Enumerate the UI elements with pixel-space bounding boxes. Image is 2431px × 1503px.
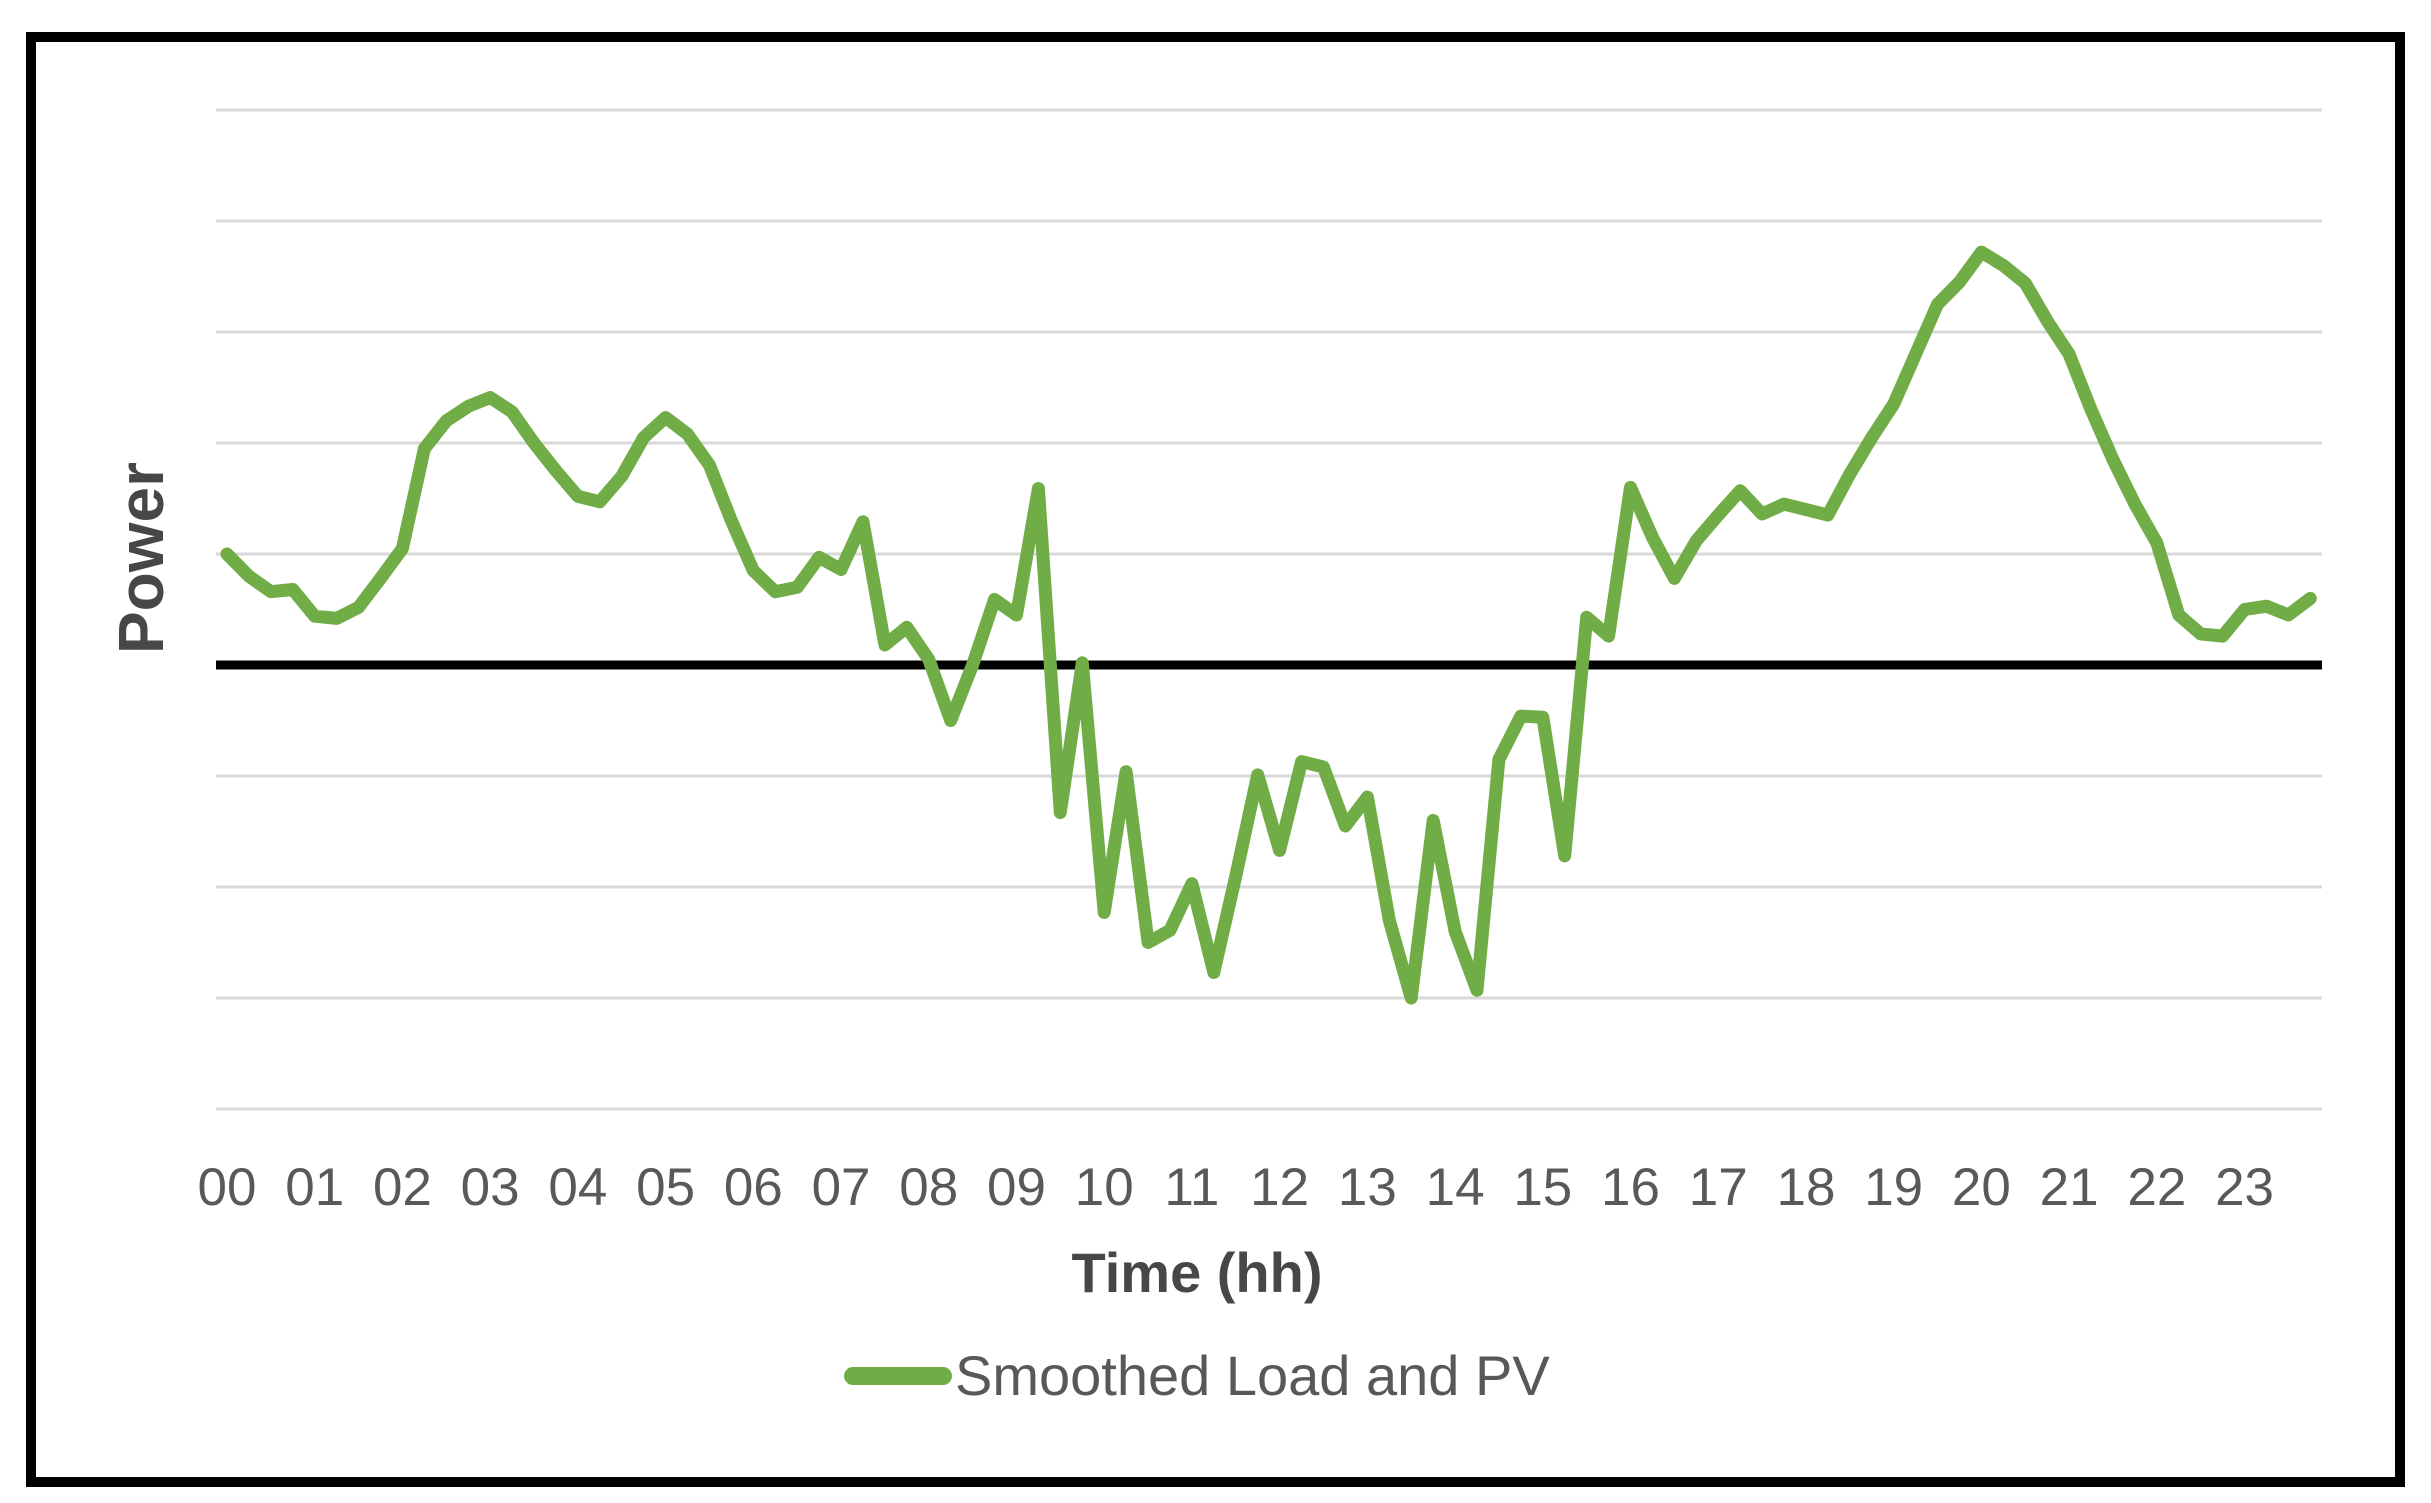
- x-tick-label: 02: [373, 1158, 432, 1217]
- x-axis-title: Time (hh): [1072, 1241, 1323, 1304]
- series-line-smoothed-load-and-pv: [220, 245, 2317, 1005]
- x-tick-label: 21: [2040, 1158, 2099, 1217]
- x-tick-label: 09: [987, 1158, 1046, 1217]
- x-tick-label: 11: [1164, 1158, 1219, 1217]
- x-tick-label: 05: [636, 1158, 695, 1217]
- legend: Smoothed Load and PV: [844, 1344, 1550, 1407]
- x-tick-label: 06: [724, 1158, 783, 1217]
- y-axis-title: Power: [105, 462, 177, 654]
- x-tick-label: 14: [1426, 1158, 1485, 1217]
- x-tick-label: 20: [1952, 1158, 2011, 1217]
- legend-label: Smoothed Load and PV: [955, 1344, 1550, 1407]
- x-tick-label: 08: [899, 1158, 958, 1217]
- x-tick-label: 19: [1864, 1158, 1923, 1217]
- x-tick-label: 15: [1513, 1158, 1572, 1217]
- plot-area: [216, 108, 2322, 1111]
- x-tick-label: 17: [1689, 1158, 1748, 1217]
- x-tick-label: 01: [285, 1158, 344, 1217]
- x-tick-label: 16: [1601, 1158, 1660, 1217]
- x-tick-label: 22: [2127, 1158, 2186, 1217]
- x-tick-label: 12: [1250, 1158, 1309, 1217]
- chart-border: [26, 32, 2405, 1487]
- x-tick-label: 03: [461, 1158, 520, 1217]
- x-tick-label: 04: [548, 1158, 607, 1217]
- x-tick-label: 18: [1776, 1158, 1835, 1217]
- x-tick-label: 10: [1075, 1158, 1134, 1217]
- x-axis-tick-labels: 00 01 02 03 04 05 06 07 08 09 10 11 12 13 14 15 16 17 18 19…: [198, 1158, 2275, 1217]
- x-tick-label: 00: [198, 1158, 257, 1217]
- x-tick-label: 23: [2215, 1158, 2274, 1217]
- x-tick-label: 07: [812, 1158, 871, 1217]
- x-tick-label: 13: [1338, 1158, 1397, 1217]
